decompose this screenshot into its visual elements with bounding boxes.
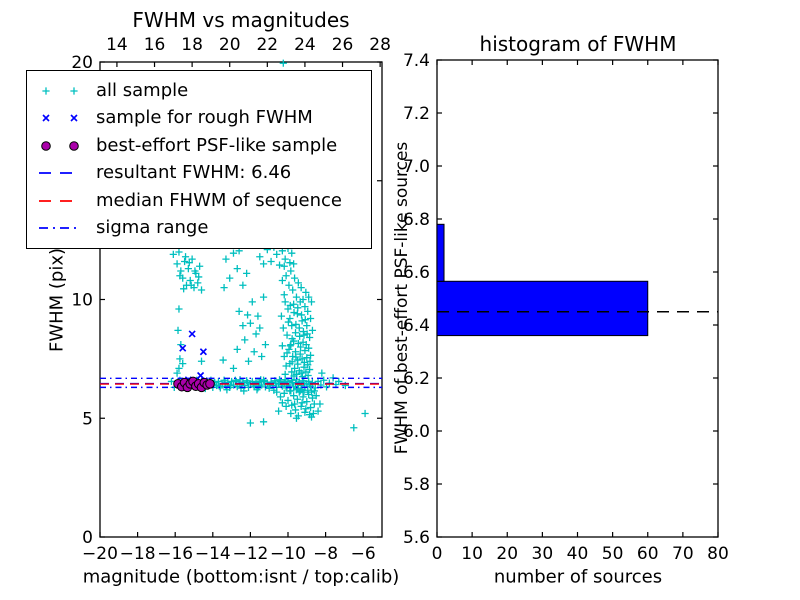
legend-item-label: resultant FWHM: 6.46: [96, 162, 292, 184]
svg-text:16: 16: [144, 35, 166, 55]
svg-text:5.8: 5.8: [403, 475, 430, 495]
svg-text:6.6: 6.6: [403, 263, 430, 283]
svg-text:10: 10: [71, 291, 93, 311]
right-x-axis-label: number of sources: [493, 566, 663, 588]
legend-dashed-swatch-icon: [39, 199, 77, 202]
legend-item-label: best-effort PSF-like sample: [96, 134, 338, 156]
left-x-axis-label: magnitude (bottom:isnt / top:calib): [82, 566, 400, 588]
svg-text:70: 70: [672, 544, 694, 564]
left-plot-reference-lines: [100, 377, 382, 389]
svg-text:26: 26: [332, 35, 354, 55]
legend-item: sample for rough FWHM: [37, 105, 371, 133]
legend-plus-swatch-icon: [42, 87, 78, 95]
svg-text:20: 20: [496, 544, 518, 564]
series-best-effort-psf-sample: [173, 376, 215, 393]
right-plot-title: histogram of FWHM: [479, 32, 677, 56]
svg-text:−18: −18: [120, 544, 156, 564]
left-plot-bottom-axis-ticks: −20 −18 −16 −14 −12 −10 −8 −6: [82, 532, 376, 564]
legend-box: all sample sample for rough FWHM best-effo…: [26, 70, 372, 249]
right-plot-x-ticks: 0 10 20 30 40 50 60 70 80: [432, 60, 729, 564]
histogram-bars: [436, 223, 649, 337]
svg-text:6.2: 6.2: [403, 369, 430, 389]
legend-dashed-swatch-icon: [39, 172, 77, 175]
svg-text:14: 14: [106, 35, 128, 55]
svg-text:−14: −14: [195, 544, 231, 564]
svg-text:7.0: 7.0: [403, 157, 430, 177]
legend-item-label: sample for rough FWHM: [96, 107, 313, 129]
legend-item-label: median FHWM of sequence: [96, 189, 342, 211]
left-plot-top-axis-ticks: 14 16 18 20 22 24 26 28: [106, 35, 391, 67]
svg-text:10: 10: [461, 544, 483, 564]
legend-item: sigma range: [37, 215, 371, 243]
right-y-axis-label: FWHM of best-effort PSF-like sources: [392, 141, 412, 455]
svg-text:6.4: 6.4: [403, 316, 430, 336]
svg-text:28: 28: [369, 35, 391, 55]
svg-text:−8: −8: [313, 544, 338, 564]
legend-item: all sample: [37, 77, 371, 105]
legend-item: median FHWM of sequence: [37, 187, 371, 215]
svg-text:50: 50: [602, 544, 624, 564]
svg-text:6.0: 6.0: [403, 422, 430, 442]
legend-x-swatch-icon: [42, 114, 78, 122]
legend-item: best-effort PSF-like sample: [37, 132, 371, 160]
svg-text:−20: −20: [82, 544, 118, 564]
svg-text:40: 40: [567, 544, 589, 564]
left-y-axis-label: FWHM (pix): [46, 247, 68, 353]
legend-dashdot-swatch-icon: [39, 227, 77, 230]
legend-item-label: all sample: [96, 79, 189, 101]
svg-text:6.8: 6.8: [403, 210, 430, 230]
svg-text:24: 24: [294, 35, 316, 55]
svg-text:0: 0: [432, 544, 443, 564]
svg-text:7.2: 7.2: [403, 104, 430, 124]
right-plot-y-ticks: 5.6 5.8 6.0 6.2 6.4 6.6 6.8 7.0 7.2 7.4: [403, 51, 718, 548]
svg-text:5.6: 5.6: [403, 528, 430, 548]
left-plot-title: FWHM vs magnitudes: [132, 8, 350, 32]
svg-text:30: 30: [532, 544, 554, 564]
svg-text:20: 20: [71, 53, 93, 73]
svg-text:0: 0: [82, 528, 93, 548]
legend-item: resultant FWHM: 6.46: [37, 160, 371, 188]
svg-text:18: 18: [181, 35, 203, 55]
svg-text:−10: −10: [270, 544, 306, 564]
legend-item-label: sigma range: [96, 217, 209, 239]
svg-text:60: 60: [637, 544, 659, 564]
legend-circle-swatch-icon: [41, 140, 79, 151]
svg-text:−12: −12: [232, 544, 268, 564]
svg-text:−16: −16: [157, 544, 193, 564]
svg-text:20: 20: [219, 35, 241, 55]
svg-text:22: 22: [256, 35, 278, 55]
svg-text:7.4: 7.4: [403, 51, 430, 71]
svg-text:−6: −6: [351, 544, 376, 564]
svg-text:5: 5: [82, 409, 93, 429]
svg-text:80: 80: [707, 544, 729, 564]
